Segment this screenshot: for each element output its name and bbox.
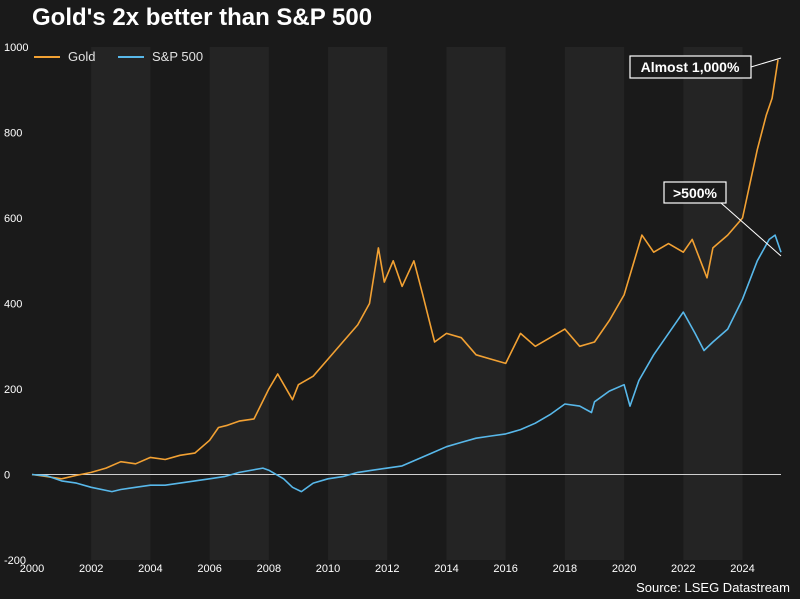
y-tick-label: 600 (4, 213, 22, 225)
legend: Gold S&P 500 (34, 49, 203, 64)
y-tick-label: 200 (4, 384, 22, 396)
axis-ticks: -200 0 200 400 600 800 1000 2000 2002 2004 2006 200… (4, 42, 755, 575)
year-band (91, 47, 151, 560)
x-tick-label: 2022 (671, 563, 695, 575)
year-band (564, 47, 625, 560)
x-tick-label: 2010 (316, 563, 340, 575)
x-tick-label: 2000 (20, 563, 44, 575)
x-tick-label: 2020 (612, 563, 636, 575)
x-tick-label: 2006 (197, 563, 221, 575)
x-tick-label: 2012 (375, 563, 399, 575)
legend-label-gold: Gold (68, 49, 95, 64)
series-line-sp500 (31, 234, 782, 493)
annotation-sp500-label: >500% (673, 185, 718, 201)
y-tick-label: -200 (4, 555, 26, 567)
y-tick-label: 1000 (4, 42, 28, 54)
annotation-gold: Almost 1,000% (629, 55, 782, 79)
x-tick-label: 2014 (434, 563, 458, 575)
x-tick-label: 2002 (79, 563, 103, 575)
y-tick-label: 0 (4, 470, 10, 482)
legend-label-sp500: S&P 500 (152, 49, 203, 64)
source-note: Source: LSEG Datastream (636, 580, 790, 595)
year-bands (91, 47, 743, 560)
annotation-sp500-box (663, 181, 727, 204)
year-band (328, 47, 388, 560)
chart-title: Gold's 2x better than S&P 500 (32, 4, 373, 31)
annotation-gold-pointer (750, 57, 782, 68)
y-tick-label: 800 (4, 128, 22, 140)
x-tick-label: 2024 (730, 563, 754, 575)
x-tick-label: 2018 (553, 563, 577, 575)
y-tick-label: 400 (4, 299, 22, 311)
x-tick-label: 2008 (257, 563, 281, 575)
annotation-gold-box (629, 55, 752, 79)
annotation-sp500: >500% (663, 181, 782, 257)
year-band (209, 47, 269, 560)
annotation-sp500-pointer (720, 202, 782, 257)
series-line-gold (31, 59, 779, 480)
year-band (683, 47, 743, 560)
x-tick-label: 2016 (493, 563, 517, 575)
year-band (446, 47, 506, 560)
annotation-gold-label: Almost 1,000% (641, 59, 740, 75)
x-tick-label: 2004 (138, 563, 162, 575)
series-lines (31, 59, 782, 493)
